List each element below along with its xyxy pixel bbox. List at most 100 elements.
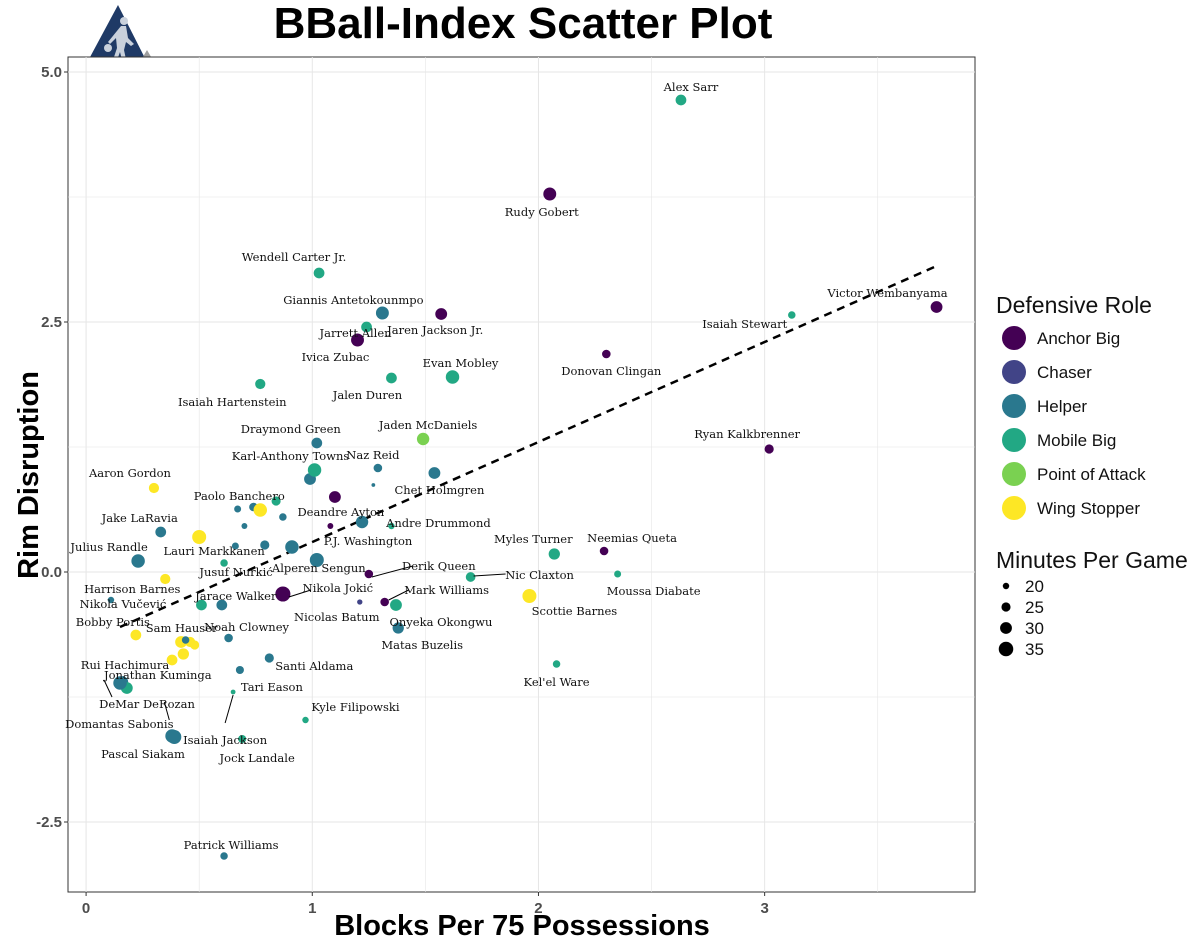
legend-label: Mobile Big bbox=[1037, 431, 1116, 450]
point-label: Andre Drummond bbox=[385, 516, 491, 530]
data-point bbox=[930, 301, 943, 313]
legend-swatch bbox=[1002, 360, 1026, 384]
point-label: Neemias Queta bbox=[587, 531, 677, 545]
point-label: Matas Buzelis bbox=[381, 638, 463, 652]
label-leader-line bbox=[288, 589, 312, 598]
point-label: Jaden McDaniels bbox=[378, 418, 478, 432]
data-point bbox=[327, 523, 334, 529]
point-label: Karl-Anthony Towns bbox=[232, 449, 350, 463]
color-legend-title: Defensive Role bbox=[996, 292, 1152, 318]
point-label: Ivica Zubac bbox=[302, 350, 370, 364]
point-label: Rui Hachimura bbox=[81, 658, 170, 672]
data-point bbox=[255, 378, 266, 390]
x-tick-label: 0 bbox=[82, 900, 90, 917]
data-point bbox=[230, 689, 236, 695]
data-point bbox=[309, 553, 324, 567]
size-legend-label: 20 bbox=[1025, 577, 1044, 596]
data-point bbox=[234, 505, 242, 513]
legend-swatch bbox=[1002, 394, 1026, 418]
data-point bbox=[522, 589, 537, 603]
data-point bbox=[177, 648, 190, 660]
data-point bbox=[386, 372, 397, 384]
data-point bbox=[788, 311, 796, 319]
point-label: Moussa Diabate bbox=[607, 584, 701, 598]
data-point bbox=[216, 599, 228, 611]
y-tick-label: 0.0 bbox=[41, 564, 62, 581]
data-point bbox=[416, 432, 430, 446]
point-label: Myles Turner bbox=[494, 532, 573, 546]
size-legend-title: Minutes Per Game bbox=[996, 547, 1188, 573]
data-point bbox=[614, 570, 622, 578]
data-point bbox=[220, 852, 228, 860]
labels-layer: Alex Sarr Rudy Gobert Wendell Carter Jr. Gi… bbox=[65, 80, 948, 852]
data-point bbox=[131, 554, 145, 568]
data-point bbox=[302, 716, 309, 724]
data-point bbox=[313, 267, 325, 279]
data-point bbox=[764, 444, 774, 454]
point-label: Scottie Barnes bbox=[532, 604, 618, 618]
point-label: Mark Williams bbox=[404, 583, 489, 597]
point-label: Jake LaRavia bbox=[101, 511, 178, 525]
size-legend-label: 30 bbox=[1025, 619, 1044, 638]
point-label: Julius Randle bbox=[69, 540, 148, 554]
data-point bbox=[328, 491, 341, 503]
point-label: Noah Clowney bbox=[204, 620, 289, 634]
x-tick-label: 3 bbox=[760, 900, 768, 917]
point-label: Lauri Markkanen bbox=[164, 544, 266, 558]
legend-swatch bbox=[1002, 428, 1026, 452]
point-label: Isaiah Hartenstein bbox=[178, 395, 287, 409]
legend-label: Chaser bbox=[1037, 363, 1092, 382]
point-label: Draymond Green bbox=[241, 422, 342, 436]
point-label: Ryan Kalkbrenner bbox=[694, 427, 800, 441]
data-point bbox=[275, 586, 291, 602]
point-label: Patrick Williams bbox=[184, 838, 279, 852]
data-point bbox=[107, 596, 115, 604]
x-tick-label: 2 bbox=[534, 900, 542, 917]
label-leader-line bbox=[224, 694, 234, 724]
data-point bbox=[602, 349, 611, 359]
legend-swatch bbox=[1002, 462, 1026, 486]
point-label: Rudy Gobert bbox=[505, 205, 579, 219]
point-label: Jusuf Nurkić bbox=[198, 565, 272, 579]
point-label: Pascal Siakam bbox=[101, 747, 185, 761]
point-label: Jaren Jackson Jr. bbox=[386, 323, 483, 337]
plot-panel bbox=[67, 56, 976, 893]
point-label: Isaiah Stewart bbox=[702, 317, 787, 331]
data-point bbox=[160, 573, 171, 585]
data-point bbox=[599, 546, 609, 556]
legend-label: Wing Stopper bbox=[1037, 499, 1140, 518]
data-point bbox=[220, 559, 228, 567]
data-point bbox=[351, 333, 364, 347]
point-label: Jonathan Kuminga bbox=[103, 668, 212, 682]
point-label: Aaron Gordon bbox=[88, 466, 172, 480]
color-legend: Defensive Role Anchor Big Chaser Helper Mob… bbox=[996, 292, 1152, 520]
x-tick-label: 1 bbox=[308, 900, 316, 917]
point-label: Wendell Carter Jr. bbox=[242, 250, 347, 264]
data-point bbox=[264, 653, 274, 663]
data-point bbox=[465, 572, 476, 582]
data-point bbox=[307, 463, 322, 477]
points-layer bbox=[107, 94, 943, 860]
data-point bbox=[224, 633, 233, 643]
data-point bbox=[445, 370, 460, 384]
point-label: Deandre Ayton bbox=[297, 505, 384, 519]
data-point bbox=[231, 542, 239, 550]
label-leader-line bbox=[103, 679, 113, 698]
point-label: Santi Aldama bbox=[275, 659, 353, 673]
point-label: Nic Claxton bbox=[505, 568, 574, 582]
point-label: Isaiah Jackson bbox=[183, 733, 268, 747]
data-point bbox=[190, 640, 200, 650]
data-point bbox=[361, 321, 372, 333]
size-legend-dot bbox=[998, 641, 1014, 657]
legend-label: Point of Attack bbox=[1037, 465, 1146, 484]
point-label: Onyeka Okongwu bbox=[389, 615, 492, 629]
point-label: Naz Reid bbox=[346, 448, 400, 462]
point-label: Domantas Sabonis bbox=[65, 717, 173, 731]
data-point bbox=[543, 187, 557, 201]
point-label: Nikola Vučević bbox=[80, 597, 167, 611]
data-point bbox=[548, 548, 560, 560]
point-label: Donovan Clingan bbox=[561, 364, 662, 378]
data-point bbox=[428, 467, 441, 479]
point-label: P.J. Washington bbox=[324, 534, 413, 548]
